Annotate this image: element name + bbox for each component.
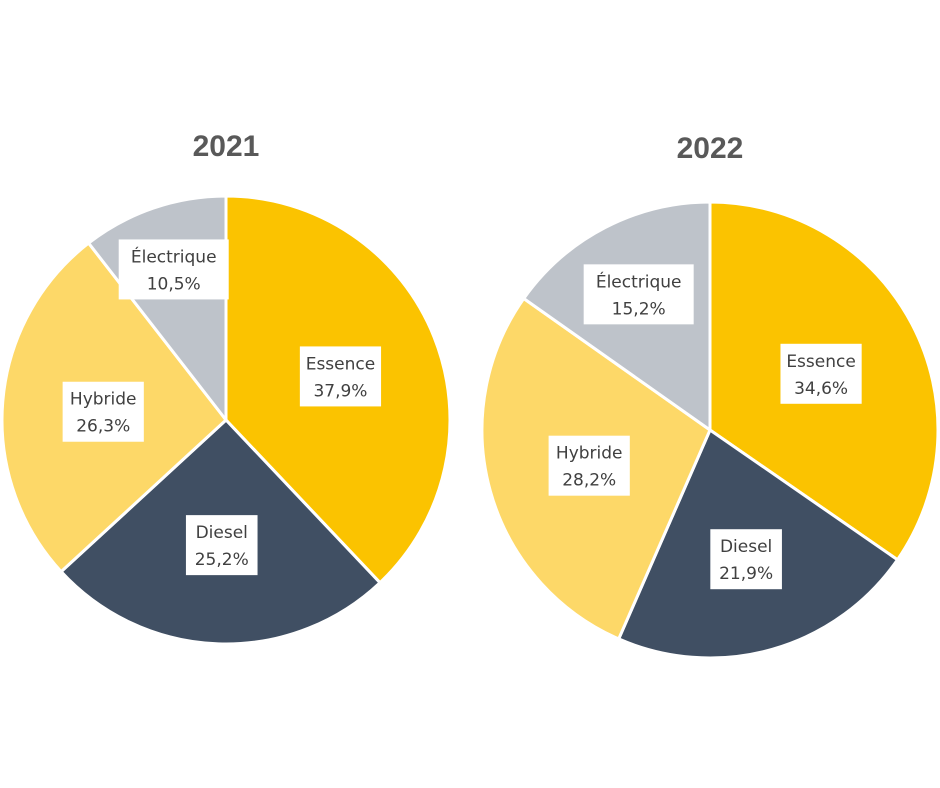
data-label-category: Hybride <box>556 444 623 464</box>
chart-title-2022: 2022 <box>677 132 744 165</box>
data-label-box <box>780 343 862 404</box>
data-label-category: Diesel <box>720 537 772 557</box>
data-label-diesel-2022: Diesel 21,9% <box>710 529 782 590</box>
data-label-category: Électrique <box>131 245 217 267</box>
data-label-value: 37,9% <box>313 381 367 401</box>
data-label-value: 21,9% <box>719 564 773 584</box>
pie-chart-2021: 2021 Essence 37,9% Diesel 25,2% Hybride 26,3%… <box>0 130 452 646</box>
data-label-box <box>62 381 144 442</box>
data-label-essence-2022: Essence 34,6% <box>780 343 862 404</box>
data-label-value: 26,3% <box>76 417 130 437</box>
data-label-value: 10,5% <box>147 274 201 294</box>
data-label-value: 28,2% <box>562 471 616 491</box>
data-label-electrique-2021: Électrique 10,5% <box>118 239 229 300</box>
data-label-diesel-2021: Diesel 25,2% <box>185 515 258 576</box>
data-label-box <box>299 346 382 407</box>
data-label-electrique-2022: Électrique 15,2% <box>583 264 694 325</box>
data-label-category: Diesel <box>196 523 248 543</box>
data-label-value: 25,2% <box>195 550 249 570</box>
data-label-hybride-2021: Hybride 26,3% <box>62 381 144 442</box>
data-label-category: Électrique <box>596 270 682 292</box>
data-label-box <box>583 264 694 325</box>
data-label-hybride-2022: Hybride 28,2% <box>548 435 630 496</box>
data-label-box <box>185 515 258 576</box>
data-label-box <box>548 435 630 496</box>
data-label-box <box>710 529 782 590</box>
data-label-category: Essence <box>786 352 856 372</box>
data-label-box <box>118 239 229 300</box>
data-label-essence-2021: Essence 37,9% <box>299 346 382 407</box>
pie-chart-2022: 2022 Essence 34,6% Diesel 21,9% Hybride 28,2%… <box>480 132 940 660</box>
data-label-value: 15,2% <box>612 299 666 319</box>
chart-title-2021: 2021 <box>193 130 260 163</box>
data-label-category: Essence <box>306 354 376 374</box>
data-label-value: 34,6% <box>794 379 848 399</box>
data-label-category: Hybride <box>70 390 137 410</box>
